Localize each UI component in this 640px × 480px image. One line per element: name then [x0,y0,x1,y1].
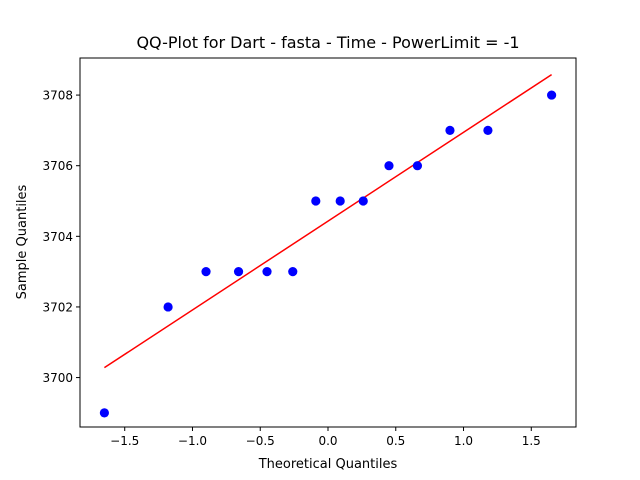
data-point [233,267,244,277]
data-point [311,196,321,206]
x-tick-label: 0.0 [318,434,337,448]
y-tick-label: 3704 [42,230,73,244]
data-point [201,267,211,277]
data-point [99,408,109,418]
data-point [288,267,298,277]
data-point [412,161,423,171]
y-axis-ticks: 3700 3702 3704 3706 3708 [42,89,80,385]
fit-line-layer [103,73,553,369]
data-points-layer [99,90,557,418]
data-point [445,125,455,135]
y-axis-label: Sample Quantiles [15,184,30,299]
chart-title: QQ-Plot for Dart - fasta - Time - PowerL… [136,33,519,52]
x-tick-label: 1.5 [522,434,541,448]
x-tick-label: 0.5 [386,434,405,448]
x-tick-label: −0.5 [246,434,275,448]
data-point [335,196,345,206]
data-point [262,267,272,277]
x-axis-ticks: −1.5 −1.0 −0.5 0.0 0.5 1.0 1.5 [110,427,541,448]
data-point [384,161,394,171]
x-tick-label: −1.5 [110,434,139,448]
y-tick-label: 3706 [42,159,73,173]
x-tick-label: −1.0 [178,434,207,448]
x-axis-label: Theoretical Quantiles [258,457,398,472]
fit-line [103,73,553,369]
x-tick-label: 1.0 [454,434,473,448]
y-tick-label: 3708 [42,89,73,103]
data-point [163,302,173,312]
y-tick-label: 3700 [42,371,73,385]
data-point [358,196,368,206]
data-point [483,125,493,135]
y-tick-label: 3702 [42,300,73,314]
data-point [547,90,557,100]
